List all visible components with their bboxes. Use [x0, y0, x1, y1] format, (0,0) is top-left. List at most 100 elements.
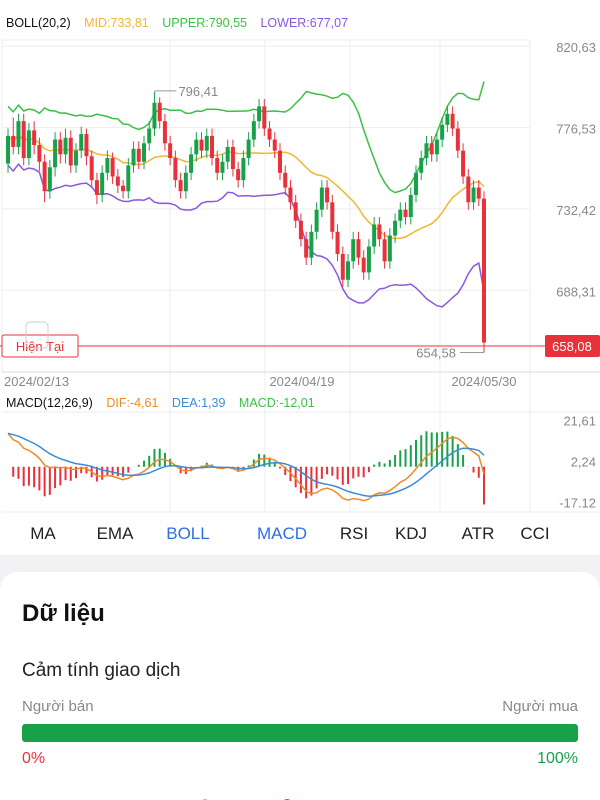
chart-card: 820,63 776,53 732,42 688,31 796,41 654,58 Hiện…: [0, 0, 600, 555]
macd-value: MACD:-12,01: [238, 396, 315, 410]
candle-body: [398, 209, 403, 221]
candle-body: [204, 135, 209, 151]
candle-body: [278, 150, 282, 173]
y-tick-label: 732,42: [556, 203, 596, 218]
buyer-label: Người mua: [502, 698, 578, 715]
candle-body: [152, 102, 157, 129]
boll-lower: LOWER:677,07: [260, 16, 349, 30]
candle-body: [366, 246, 371, 273]
macd-legend: MACD(12,26,9) DIF:-4,61 DEA:1,39 MACD:-1…: [6, 396, 325, 410]
candle-body: [63, 137, 68, 155]
sentiment-bar: [22, 724, 578, 742]
candle-body: [157, 102, 162, 122]
candle-body: [361, 257, 366, 273]
candle-body: [440, 124, 445, 140]
x-tick-label: 2024/04/19: [269, 374, 334, 389]
candle-body: [325, 187, 330, 203]
candle-body: [142, 143, 146, 162]
current-label: Hiện Tại: [16, 339, 64, 354]
x-tick-label: 2024/02/13: [4, 374, 69, 389]
tab-cci[interactable]: CCI: [520, 524, 550, 543]
candle-body: [121, 185, 126, 192]
candle-body: [304, 239, 309, 258]
tab-atr[interactable]: ATR: [461, 524, 495, 543]
candle-body: [199, 139, 204, 151]
candle-body: [482, 198, 486, 343]
candle-body: [210, 135, 214, 159]
seller-label: Người bán: [22, 698, 94, 715]
candle-body: [272, 139, 277, 151]
tab-kdj[interactable]: KDJ: [394, 524, 428, 543]
high-annotation-label: 796,41: [178, 84, 218, 99]
candle-body: [136, 148, 141, 162]
candle-body: [445, 113, 450, 125]
current-price-label: 658,08: [552, 339, 592, 354]
macd-y-tick-label: -17.12: [559, 496, 596, 511]
tab-macd[interactable]: MACD: [256, 524, 308, 543]
candle-body: [471, 187, 476, 203]
macd-y-tick-label: 21,61: [563, 413, 596, 428]
candle-body: [257, 106, 262, 122]
boll-upper: UPPER:790,55: [162, 16, 247, 30]
x-tick-label: 2024/05/30: [451, 374, 516, 389]
data-card: Dữ liệu Cảm tính giao dịch Người bán Ngư…: [0, 572, 600, 800]
macd-y-tick-label: 2,24: [571, 454, 596, 469]
candle-body: [94, 180, 99, 195]
price-chart[interactable]: 820,63 776,53 732,42 688,31 796,41 654,58 Hiện…: [0, 0, 600, 520]
tab-boll[interactable]: BOLL: [166, 524, 210, 543]
candle-body: [377, 224, 382, 240]
candle-body: [32, 130, 37, 146]
candle-body: [215, 158, 220, 173]
candle-body: [26, 130, 31, 159]
candle-body: [21, 121, 26, 159]
tab-ema[interactable]: EMA: [96, 524, 134, 543]
candle-body: [37, 145, 42, 162]
screenshot-icon: [25, 321, 49, 349]
candle-body: [419, 158, 424, 173]
buyer-percent: 100%: [537, 750, 578, 767]
candle-body: [47, 167, 52, 192]
tab-rsi[interactable]: RSI: [339, 524, 369, 543]
y-tick-label: 820,63: [556, 40, 596, 55]
candle-body: [241, 158, 246, 181]
candle-body: [288, 187, 293, 203]
candle-body: [403, 209, 408, 218]
candle-body: [147, 128, 152, 144]
indicator-tabs: MA EMA BOLL MACD RSI KDJ ATR CCI: [0, 520, 560, 548]
macd-dif-line: [7, 432, 485, 502]
candle-body: [335, 231, 340, 254]
macd-name: MACD(12,26,9): [6, 396, 93, 410]
candle-body: [178, 180, 183, 192]
boll-legend: BOLL(20,2) MID:733,81 UPPER:790,55 LOWER…: [6, 16, 358, 30]
candle-body: [79, 134, 84, 151]
candle-body: [476, 187, 481, 199]
candle-body: [183, 172, 188, 192]
candle-body: [340, 253, 345, 280]
candle-body: [309, 231, 314, 258]
candle-body: [262, 106, 267, 129]
data-title: Dữ liệu: [22, 600, 105, 627]
candle-body: [372, 224, 377, 247]
sentiment-title: Cảm tính giao dịch: [22, 660, 181, 681]
candle-body: [351, 239, 356, 262]
candle-body: [236, 169, 241, 181]
candle-body: [100, 172, 105, 195]
candle-body: [110, 158, 115, 177]
candle-body: [246, 139, 251, 159]
candle-body: [220, 161, 225, 173]
candle-body: [74, 150, 78, 166]
candle-body: [429, 143, 434, 155]
tab-ma[interactable]: MA: [30, 524, 56, 543]
candle-body: [293, 202, 298, 221]
candle-body: [346, 261, 350, 280]
candle-body: [283, 172, 288, 188]
candle-body: [168, 143, 173, 159]
current-label-box: [1, 334, 79, 358]
candle-body: [382, 239, 387, 262]
candle-body: [424, 143, 429, 159]
candle-body: [194, 139, 199, 155]
candle-body: [68, 137, 73, 166]
candle-body: [189, 154, 194, 173]
seller-percent: 0%: [22, 750, 46, 767]
